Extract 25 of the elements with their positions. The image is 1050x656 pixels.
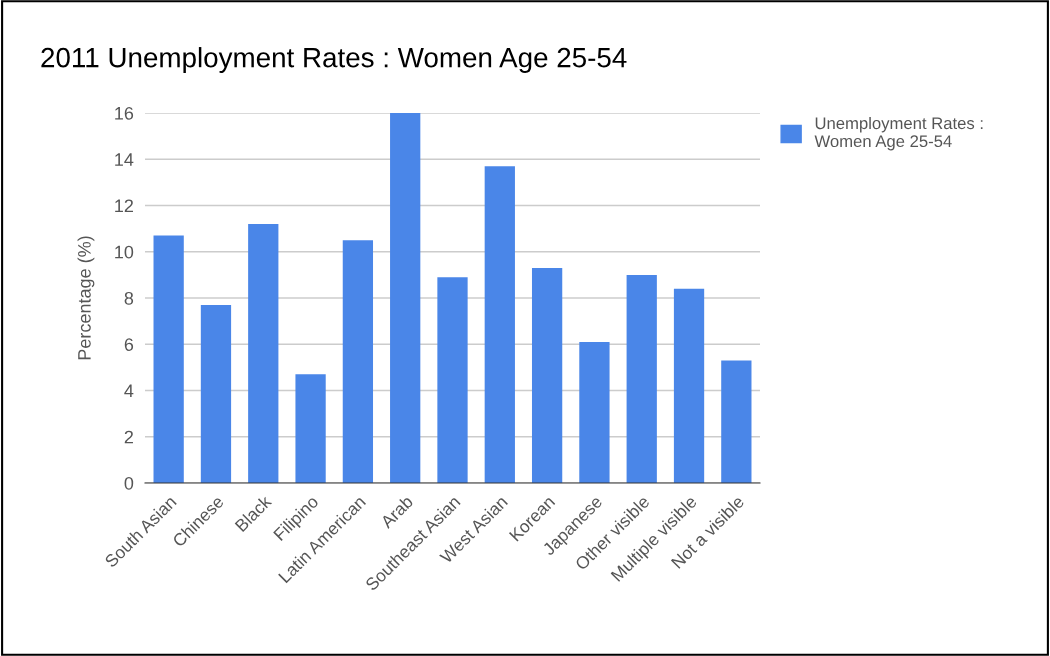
- y-axis-title: Percentage (%): [77, 236, 95, 360]
- bar: [437, 277, 468, 483]
- bar: [200, 304, 232, 483]
- bar: [673, 288, 705, 483]
- chart-title: 2011 Unemployment Rates : Women Age 25-54: [41, 47, 627, 73]
- y-tick-label: 8: [124, 291, 134, 305]
- y-tick-label: 12: [115, 199, 133, 213]
- y-tick-label: 14: [115, 153, 134, 166]
- bar: [342, 240, 374, 483]
- bar: [626, 274, 657, 483]
- y-tick-label: 2: [124, 430, 133, 444]
- bar: [579, 341, 610, 483]
- bar: [531, 267, 563, 483]
- y-tick-label: 16: [115, 106, 134, 120]
- bar: [248, 224, 279, 483]
- y-tick-label: 0: [124, 476, 134, 490]
- y-tick-label: 4: [124, 384, 134, 398]
- legend-label: Unemployment Rates : Women Age 25-54: [814, 116, 983, 151]
- y-tick-label: 10: [115, 245, 134, 259]
- bar: [390, 113, 421, 483]
- bar: [484, 166, 515, 483]
- bar: [721, 360, 752, 483]
- y-tick-label: 6: [124, 338, 134, 351]
- bar: [153, 235, 184, 483]
- bar: [295, 374, 326, 483]
